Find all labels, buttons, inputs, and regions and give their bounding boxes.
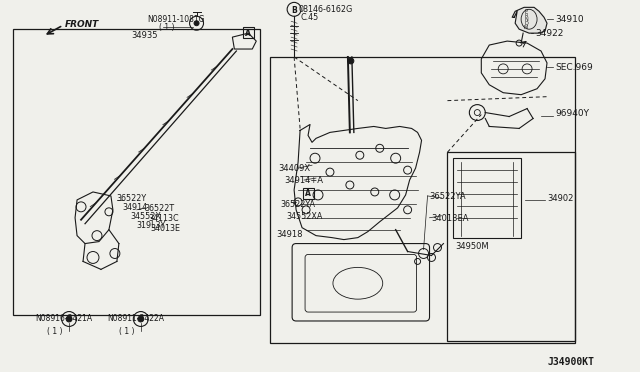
Text: 96940Y: 96940Y [555,109,589,118]
Text: SEC.969: SEC.969 [555,63,593,72]
Text: 34914+A: 34914+A [284,176,323,185]
Text: N08911-1081G: N08911-1081G [147,15,204,24]
Circle shape [348,58,354,64]
Bar [447,152,575,341]
Text: 08146-6162G: 08146-6162G [298,5,353,15]
Text: 36522T: 36522T [145,204,175,213]
Bar [453,158,521,238]
Text: 34922: 34922 [535,29,563,38]
Text: 34552XA: 34552XA [286,212,323,221]
Circle shape [66,316,72,322]
Text: 36522YA: 36522YA [280,200,315,209]
Text: FRONT: FRONT [65,20,99,29]
Polygon shape [512,7,547,33]
Text: A: A [245,29,251,38]
Text: N08911-3422A: N08911-3422A [107,314,164,324]
Text: 34552X: 34552X [131,212,162,221]
Circle shape [138,316,144,322]
Text: 36522Y: 36522Y [117,194,147,203]
Text: 34914: 34914 [123,203,148,212]
Text: 34935: 34935 [131,31,157,40]
Text: 34013E: 34013E [151,224,180,233]
Text: 34910: 34910 [555,15,584,24]
Text: C.45: C.45 [300,13,318,22]
Text: R: R [524,13,528,18]
Text: M: M [524,25,528,30]
Bar [13,29,260,315]
Text: 36522YA: 36522YA [429,192,466,201]
Text: 34013EA: 34013EA [431,214,469,223]
Circle shape [194,21,199,26]
Text: ( 1 ): ( 1 ) [159,23,174,32]
Text: 34902: 34902 [547,194,573,203]
Text: P: P [525,9,527,14]
Bar [243,27,254,38]
Text: A: A [305,189,310,199]
Text: 319L3Y: 319L3Y [137,221,166,230]
Text: 34950M: 34950M [456,241,489,251]
Text: B: B [291,6,297,15]
Text: D: D [524,21,528,26]
Text: J34900KT: J34900KT [547,357,594,367]
Text: ( 1 ): ( 1 ) [119,327,134,336]
Text: 34409X: 34409X [278,164,310,173]
Bar [303,188,314,199]
Text: ( 1 ): ( 1 ) [47,327,63,336]
Text: N08916-3421A: N08916-3421A [35,314,92,324]
Text: 34918: 34918 [276,230,303,239]
Bar [270,57,575,343]
Text: 34113C: 34113C [148,214,179,223]
Text: N: N [524,17,528,22]
